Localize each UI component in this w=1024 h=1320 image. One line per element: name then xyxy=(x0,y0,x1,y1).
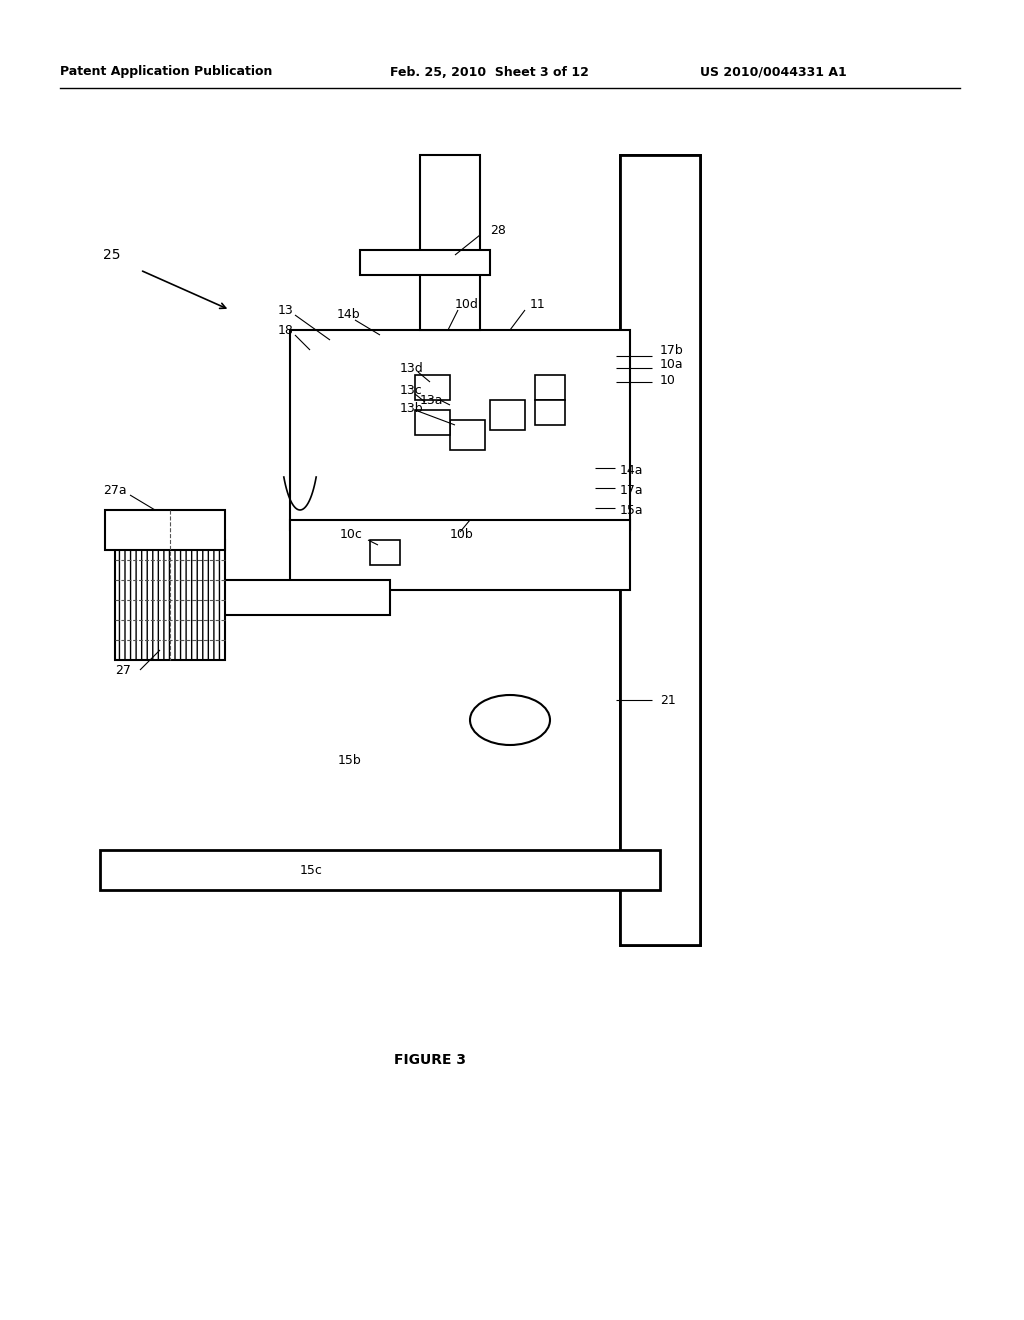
Text: 13a: 13a xyxy=(420,393,443,407)
Bar xyxy=(415,375,450,400)
Polygon shape xyxy=(620,840,660,880)
Text: 17b: 17b xyxy=(660,343,684,356)
Text: Patent Application Publication: Patent Application Publication xyxy=(60,66,272,78)
Text: 18: 18 xyxy=(278,323,294,337)
Text: 21: 21 xyxy=(660,693,676,706)
Bar xyxy=(115,540,225,660)
Text: 13c: 13c xyxy=(400,384,423,396)
Text: 10b: 10b xyxy=(450,528,474,541)
Polygon shape xyxy=(435,325,445,335)
Text: 27a: 27a xyxy=(103,483,127,496)
Text: 13b: 13b xyxy=(400,401,424,414)
Polygon shape xyxy=(640,850,660,890)
Text: 13: 13 xyxy=(278,304,294,317)
Bar xyxy=(150,579,390,615)
Text: 17a: 17a xyxy=(620,483,644,496)
Text: 10c: 10c xyxy=(340,528,362,541)
Bar xyxy=(100,850,660,890)
Text: 28: 28 xyxy=(490,223,506,236)
Bar xyxy=(490,400,525,430)
Text: FIGURE 3: FIGURE 3 xyxy=(394,1053,466,1067)
Text: 14b: 14b xyxy=(337,309,360,322)
Text: 15c: 15c xyxy=(300,863,323,876)
Bar xyxy=(290,520,630,590)
Text: 11: 11 xyxy=(530,298,546,312)
Bar xyxy=(420,154,480,330)
Bar xyxy=(620,154,700,945)
Text: US 2010/0044331 A1: US 2010/0044331 A1 xyxy=(700,66,847,78)
Text: 10a: 10a xyxy=(660,359,684,371)
Text: 27: 27 xyxy=(115,664,131,676)
Bar xyxy=(370,540,400,565)
Text: 10: 10 xyxy=(660,374,676,387)
Bar xyxy=(620,154,700,945)
Text: 15b: 15b xyxy=(338,754,361,767)
Bar xyxy=(290,330,630,531)
Bar xyxy=(450,420,485,450)
Bar xyxy=(105,510,225,550)
Text: Feb. 25, 2010  Sheet 3 of 12: Feb. 25, 2010 Sheet 3 of 12 xyxy=(390,66,589,78)
Bar xyxy=(535,400,565,425)
Bar xyxy=(360,249,490,275)
Text: 15a: 15a xyxy=(620,503,644,516)
Text: 13d: 13d xyxy=(400,362,424,375)
Text: 14a: 14a xyxy=(620,463,643,477)
Bar xyxy=(415,411,450,436)
Text: 25: 25 xyxy=(103,248,121,261)
Bar xyxy=(535,375,565,400)
Text: 10d: 10d xyxy=(455,298,479,312)
